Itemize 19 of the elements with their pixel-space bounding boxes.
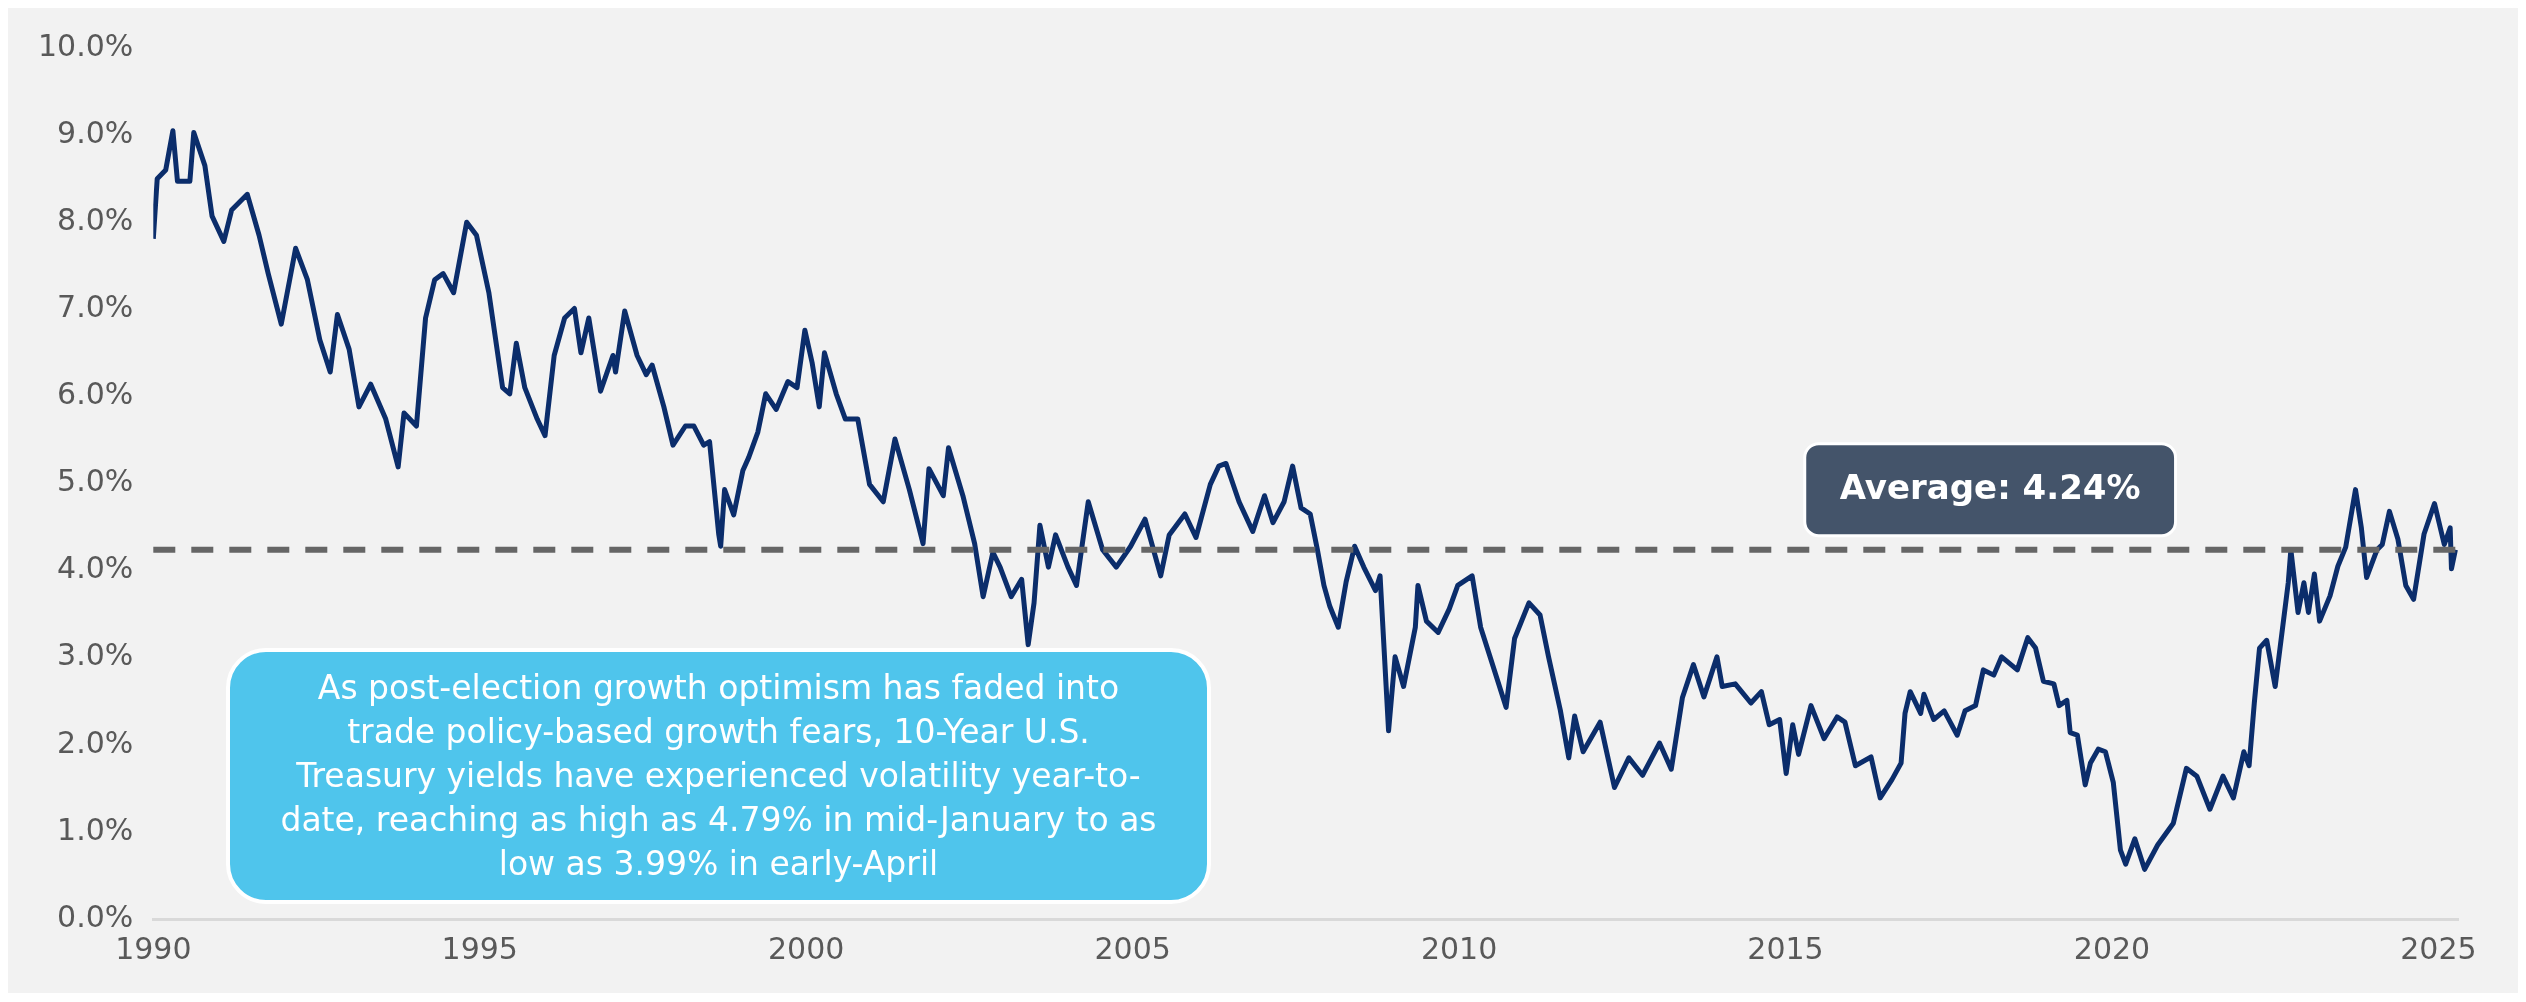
y-tick-label: 3.0% bbox=[57, 637, 134, 673]
y-tick-label: 5.0% bbox=[57, 463, 134, 499]
y-tick-label: 4.0% bbox=[57, 550, 134, 586]
x-tick-label: 2015 bbox=[1747, 930, 1824, 966]
x-tick-label: 2005 bbox=[1094, 930, 1171, 966]
callout-box: As post-election growth optimism has faded into trade policy-based growth fears, 10-Year U.S. Treasury yields have experienced volatility year-to-date, reaching as high as 4.79% in mid-January to as low as 3.99% in early-April bbox=[226, 648, 1211, 904]
y-tick-label: 6.0% bbox=[57, 376, 134, 412]
y-tick-label: 1.0% bbox=[57, 811, 134, 847]
x-tick-label: 2000 bbox=[768, 930, 845, 966]
x-tick-label: 2010 bbox=[1420, 930, 1498, 966]
y-tick-label: 8.0% bbox=[57, 202, 134, 237]
y-tick-label: 9.0% bbox=[57, 114, 134, 150]
y-tick-label: 10.0% bbox=[37, 27, 134, 63]
x-tick-label: 2025 bbox=[2400, 930, 2477, 966]
x-tick-label: 2020 bbox=[2073, 930, 2151, 966]
ref-line-label: Average: 4.24% bbox=[1839, 466, 2141, 507]
y-tick-label: 2.0% bbox=[57, 724, 134, 760]
y-tick-label: 7.0% bbox=[57, 289, 134, 325]
x-tick-label: 1995 bbox=[441, 930, 518, 966]
